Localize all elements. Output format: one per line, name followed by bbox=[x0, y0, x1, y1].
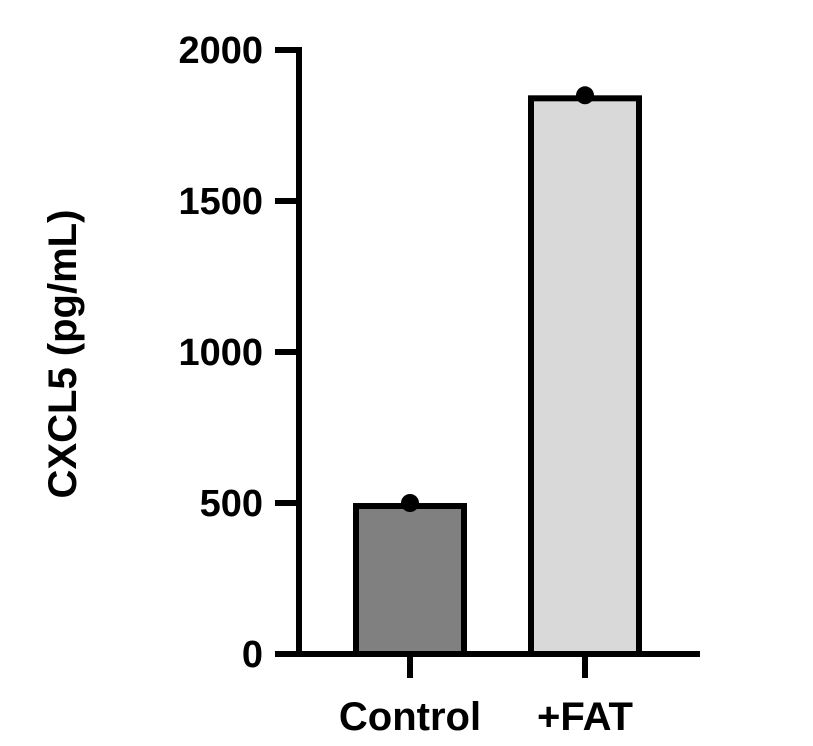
x-category-label: +FAT bbox=[537, 695, 633, 739]
bars-layer bbox=[353, 95, 642, 657]
y-tick-label: 2000 bbox=[178, 30, 263, 72]
points-layer bbox=[401, 86, 594, 512]
x-ticks-layer: Control +FAT bbox=[339, 654, 633, 739]
bar-control bbox=[353, 503, 467, 657]
y-axis-title: CXCL5 (pg/mL) bbox=[41, 210, 85, 499]
y-tick-label: 500 bbox=[200, 483, 263, 525]
y-tick-label: 1500 bbox=[178, 181, 263, 223]
x-category-label: Control bbox=[339, 695, 481, 739]
y-tick-label: 0 bbox=[242, 634, 263, 676]
data-point-1 bbox=[401, 494, 419, 512]
y-tick-label: 1000 bbox=[178, 332, 263, 374]
bar-fat bbox=[528, 95, 642, 657]
y-ticks-layer: 0 500 1000 1500 2000 bbox=[178, 30, 299, 676]
data-point-2 bbox=[576, 86, 594, 105]
